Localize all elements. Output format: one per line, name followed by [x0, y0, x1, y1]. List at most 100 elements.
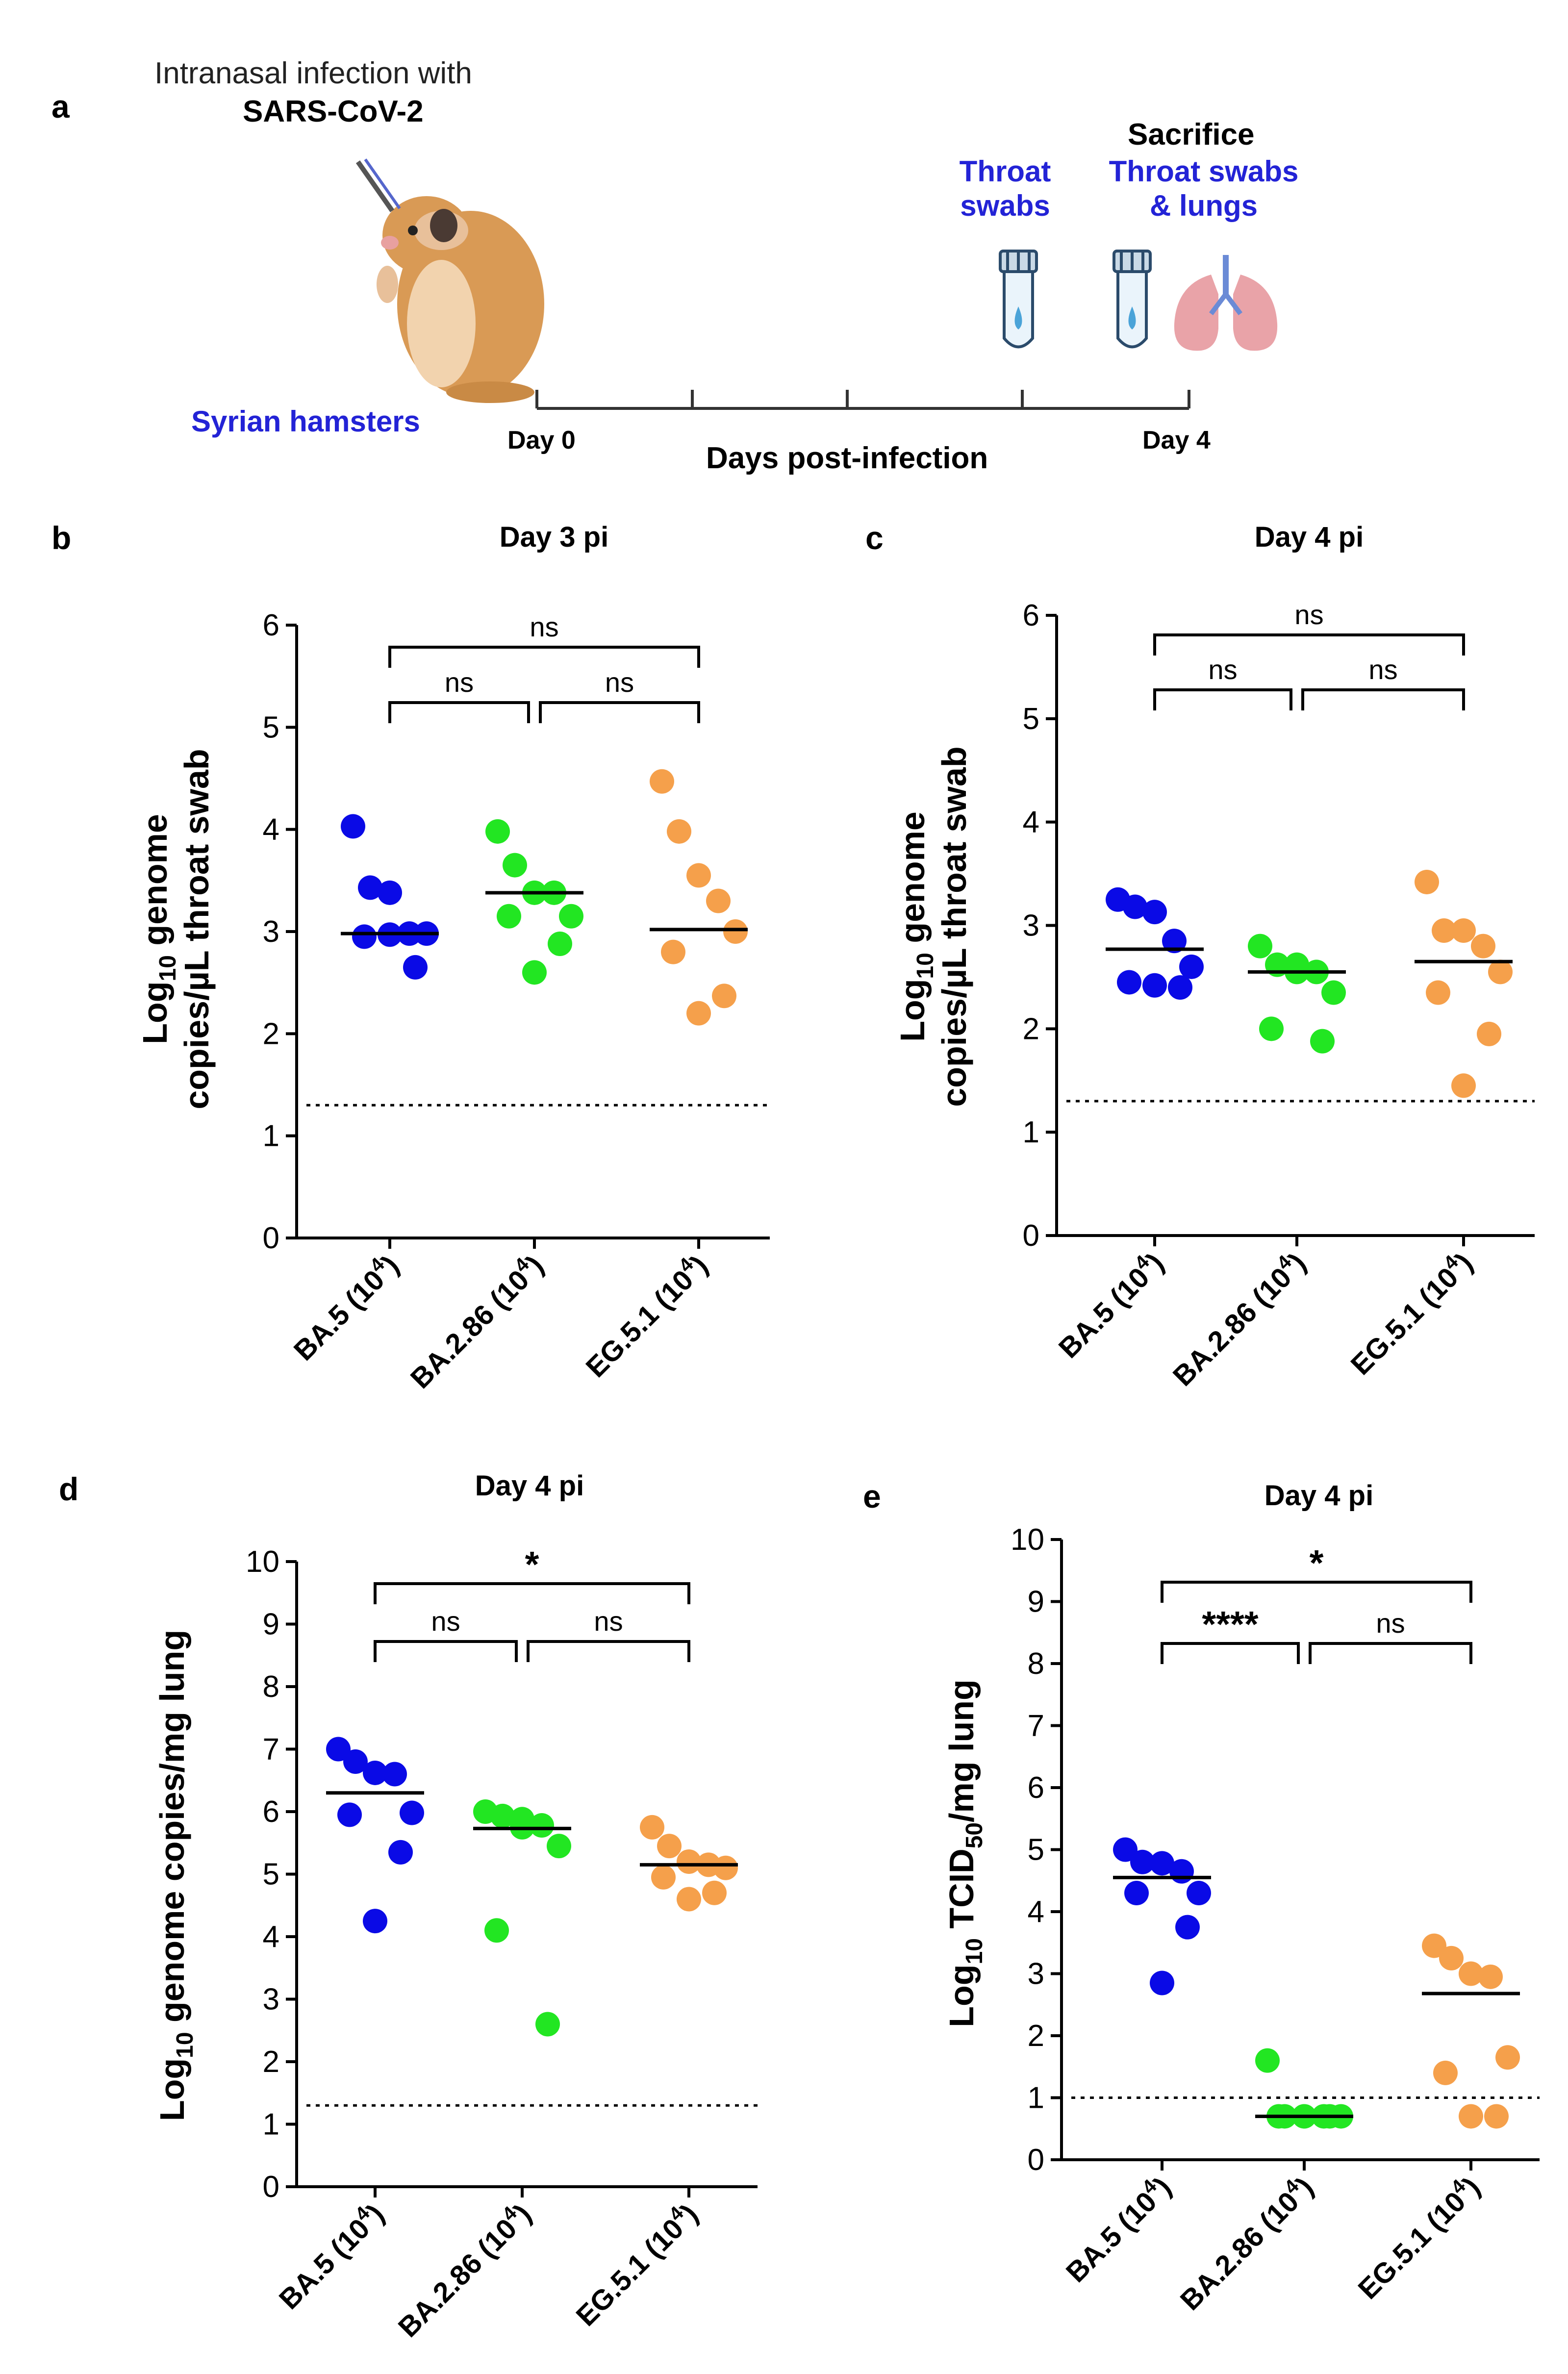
y-tick-label: 9 [263, 1608, 279, 1642]
significance-bracket [1161, 1581, 1472, 1603]
throat-lungs-label-1: Throat swabs [1109, 155, 1299, 188]
chart-panel-c: c Day 4 pi 0 1 2 3 4 5 6 BA.5 (104)BA.2.86 (104) E… [865, 520, 1535, 1392]
y-tick-label: 5 [1028, 1833, 1044, 1867]
day0-label: Day 0 [507, 426, 576, 455]
x-tick-label: BA.2.86 (104) [402, 1247, 550, 1394]
significance-label: ns [1294, 599, 1323, 630]
infection-label-line2: SARS-CoV-2 [243, 95, 424, 128]
x-tick-label: BA.2.86 (104) [1164, 1244, 1312, 1392]
significance-label: ns [594, 1606, 623, 1637]
data-point-ba286 [1321, 980, 1346, 1005]
y-tick-label: 1 [263, 1119, 279, 1153]
data-point-ba5 [363, 1760, 387, 1785]
data-point-ba5 [378, 880, 402, 905]
significance-label: ns [530, 611, 558, 642]
data-point-eg51 [706, 888, 731, 913]
data-point-ba5 [363, 1909, 387, 1934]
day4-label: Day 4 [1142, 426, 1211, 455]
y-tick-label: 1 [263, 2108, 279, 2142]
data-point-ba5 [1113, 1837, 1138, 1862]
significance-label: ns [1376, 1608, 1405, 1639]
data-point-eg51 [1478, 1964, 1503, 1989]
significance-bracket [1309, 1642, 1472, 1664]
data-point-eg51 [723, 919, 748, 944]
y-tick-label: 1 [1023, 1115, 1039, 1149]
x-tick-label: EG.5.1 (104) [578, 1247, 714, 1384]
y-tick-label: 10 [246, 1545, 279, 1579]
x-tick-label: BA.2.86 (104) [1172, 2169, 1319, 2316]
data-point-ba5 [1142, 973, 1167, 998]
x-tick-label: BA.5 (104) [1050, 1244, 1170, 1364]
significance-label: ns [605, 667, 634, 698]
data-point-ba5 [352, 924, 377, 949]
significance-bracket [374, 1640, 518, 1662]
significance-bracket [527, 1640, 690, 1662]
throat-swabs-label-2: swabs [960, 189, 1050, 222]
y-tick-label: 6 [1023, 599, 1039, 632]
data-point-eg51 [1484, 2104, 1509, 2129]
data-point-eg51 [1488, 960, 1513, 985]
y-tick-label: 6 [1028, 1771, 1044, 1805]
data-point-eg51 [1433, 2060, 1458, 2085]
significance-bracket [388, 646, 700, 668]
timeline [535, 390, 1190, 410]
y-axis-label: Log10 genome [136, 814, 181, 1044]
x-tick-label: BA.5 (104) [285, 1247, 405, 1366]
panel-letter-e: e [863, 1478, 881, 1515]
y-tick-label: 2 [263, 2045, 279, 2079]
data-point-eg51 [1432, 918, 1456, 943]
hamster-illustration [355, 158, 544, 403]
infection-label-line1: Intranasal infection with [154, 56, 472, 90]
data-point-eg51 [677, 1849, 701, 1874]
y-tick-label: 7 [1028, 1709, 1044, 1743]
y-tick-label: 5 [1023, 702, 1039, 736]
data-point-ba5 [1169, 1859, 1194, 1884]
y-tick-label: 4 [1023, 806, 1039, 839]
chart-panel-d: d Day 4 pi 0 1 2 3 4 5 6 7 8 9 10 BA.5 (104) BA.2.86 (… [59, 1470, 758, 2344]
y-tick-label: 0 [1028, 2143, 1044, 2177]
data-point-eg51 [1477, 1021, 1501, 1046]
panel-a: a Intranasal infection with SARS-CoV-2 S… [51, 56, 1298, 475]
chart-title: Day 3 pi [500, 521, 608, 553]
host-label: Syrian hamsters [191, 405, 420, 438]
data-point-eg51 [657, 1834, 682, 1859]
data-point-ba286 [1255, 2048, 1280, 2073]
data-point-eg51 [712, 984, 736, 1009]
data-point-ba286 [484, 1918, 509, 1943]
y-tick-label: 5 [263, 710, 279, 744]
data-point-ba5 [1150, 1970, 1174, 1995]
data-point-ba286 [497, 904, 521, 929]
data-point-ba5 [1168, 975, 1192, 1000]
significance-bracket [1153, 688, 1292, 710]
data-point-ba5 [1123, 894, 1147, 919]
significance-bracket [1301, 688, 1465, 710]
y-axis-label: Log10 genome [893, 811, 938, 1042]
significance-label: ns [1368, 654, 1397, 685]
data-point-ba5 [1142, 900, 1167, 925]
data-point-eg51 [661, 939, 685, 964]
data-point-ba286 [490, 1803, 515, 1828]
y-tick-label: 3 [1023, 909, 1039, 943]
x-tick-label: BA.5 (104) [271, 2196, 390, 2315]
data-point-ba5 [343, 1749, 368, 1774]
data-point-eg51 [640, 1815, 664, 1840]
significance-bracket [1161, 1642, 1300, 1664]
y-tick-label: 8 [1028, 1647, 1044, 1681]
y-tick-label: 0 [263, 1221, 279, 1255]
y-tick-label: 2 [1028, 2019, 1044, 2053]
data-point-ba5 [388, 1840, 413, 1865]
data-point-ba5 [1162, 929, 1187, 954]
data-point-ba286 [548, 932, 572, 956]
y-tick-label: 3 [263, 915, 279, 949]
data-point-ba5 [1179, 954, 1204, 979]
data-point-ba5 [1130, 1849, 1155, 1874]
y-tick-label: 3 [1028, 1957, 1044, 1991]
data-point-eg51 [677, 1887, 701, 1912]
panel-letter-d: d [59, 1471, 78, 1507]
panel-letter-a: a [51, 88, 70, 125]
data-point-ba286 [530, 1813, 554, 1838]
data-point-ba5 [1187, 1881, 1211, 1906]
significance-label: **** [1202, 1604, 1258, 1644]
chart-title: Day 4 pi [475, 1470, 584, 1502]
